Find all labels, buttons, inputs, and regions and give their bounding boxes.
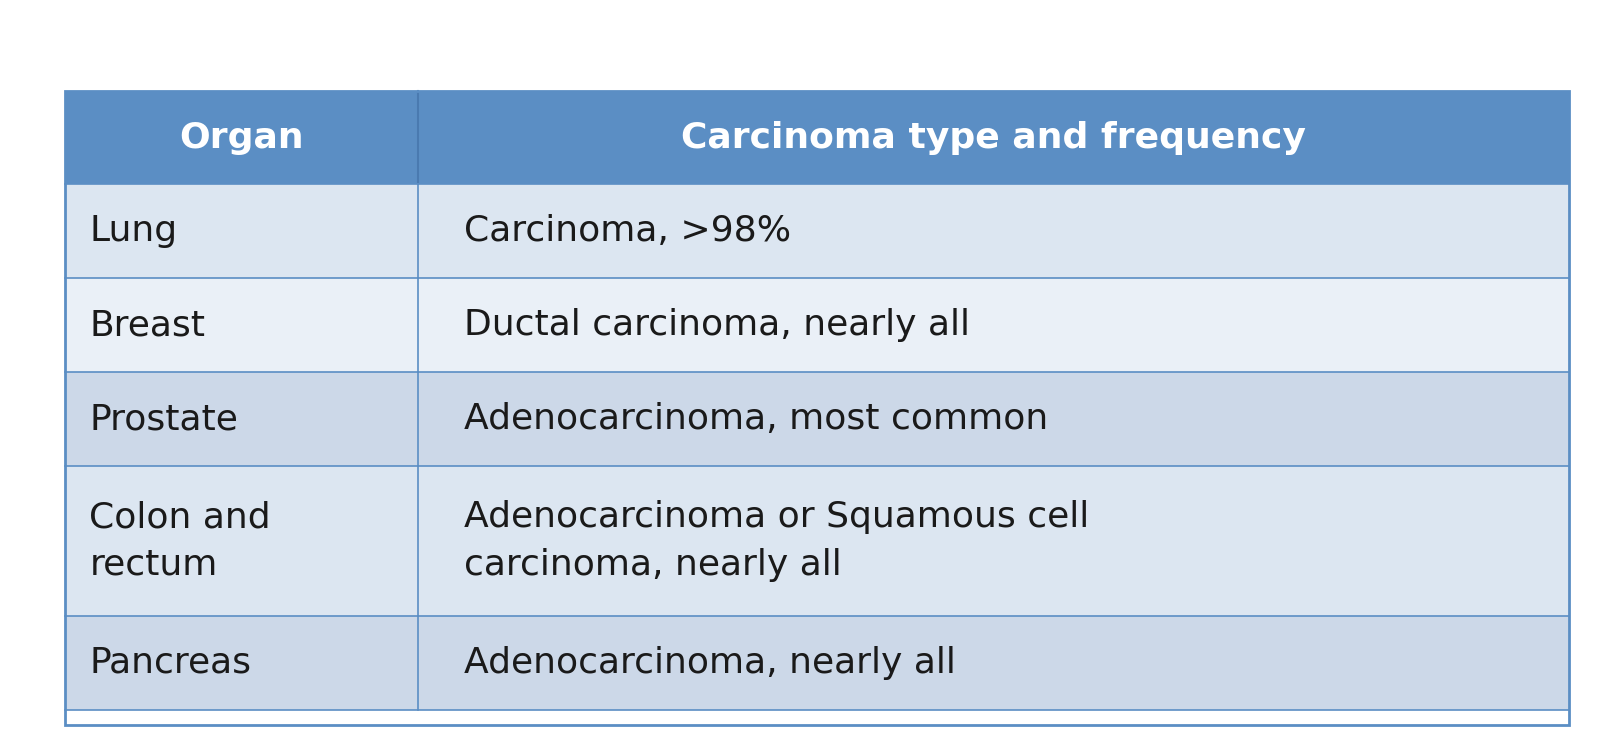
Text: Carcinoma, >98%: Carcinoma, >98%	[464, 214, 791, 248]
Text: Adenocarcinoma, most common: Adenocarcinoma, most common	[464, 402, 1048, 436]
Text: Colon and
rectum: Colon and rectum	[89, 500, 272, 581]
Text: Organ: Organ	[180, 121, 304, 155]
Text: Adenocarcinoma or Squamous cell
carcinoma, nearly all: Adenocarcinoma or Squamous cell carcinom…	[464, 500, 1089, 581]
Text: Pancreas: Pancreas	[89, 646, 251, 680]
Text: Lung: Lung	[89, 214, 178, 248]
Text: Carcinoma type and frequency: Carcinoma type and frequency	[681, 121, 1306, 155]
Text: Breast: Breast	[89, 308, 205, 342]
Text: Prostate: Prostate	[89, 402, 238, 436]
Text: Ductal carcinoma, nearly all: Ductal carcinoma, nearly all	[464, 308, 971, 342]
Text: Adenocarcinoma, nearly all: Adenocarcinoma, nearly all	[464, 646, 956, 680]
